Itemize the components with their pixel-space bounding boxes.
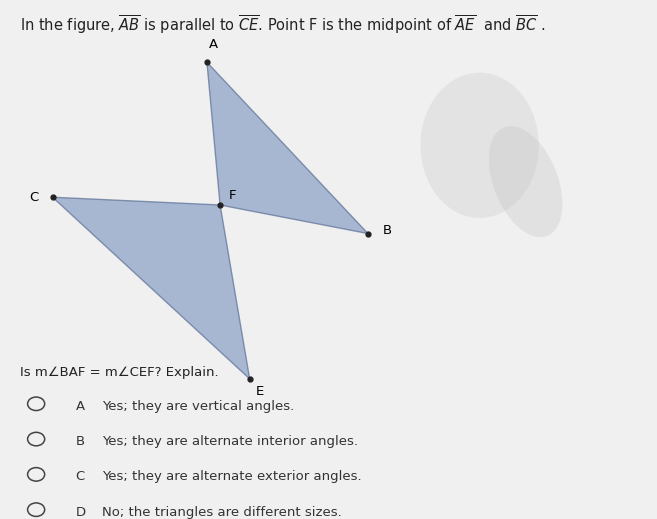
Text: Yes; they are vertical angles.: Yes; they are vertical angles. (102, 400, 294, 413)
Text: B: B (382, 224, 392, 238)
Text: A: A (76, 400, 85, 413)
Text: Is m∠BAF = m∠CEF? Explain.: Is m∠BAF = m∠CEF? Explain. (20, 366, 218, 379)
Ellipse shape (489, 126, 562, 237)
Text: F: F (229, 188, 237, 201)
Ellipse shape (420, 73, 539, 218)
Text: E: E (256, 385, 263, 398)
Text: In the figure, $\overline{AB}$ is parallel to $\overline{CE}$. Point F is the mi: In the figure, $\overline{AB}$ is parall… (20, 13, 545, 36)
Text: C: C (29, 190, 38, 204)
Text: No; the triangles are different sizes.: No; the triangles are different sizes. (102, 506, 342, 518)
Text: D: D (76, 506, 85, 518)
Text: Yes; they are alternate exterior angles.: Yes; they are alternate exterior angles. (102, 470, 361, 483)
Text: C: C (76, 470, 85, 483)
Text: A: A (209, 38, 218, 51)
Text: B: B (76, 435, 85, 448)
Text: Yes; they are alternate interior angles.: Yes; they are alternate interior angles. (102, 435, 358, 448)
